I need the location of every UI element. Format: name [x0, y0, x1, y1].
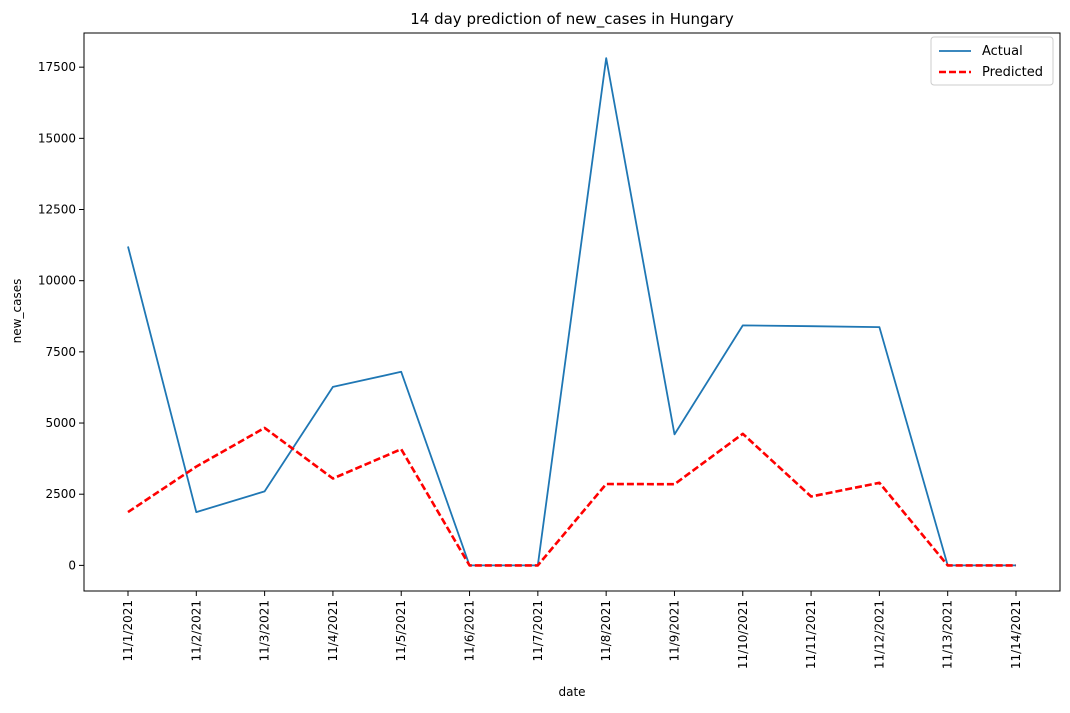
- x-tick-label: 11/14/2021: [1009, 600, 1023, 669]
- series-lines: [128, 58, 1016, 566]
- legend-label-predicted: Predicted: [982, 65, 1043, 80]
- y-tick-label: 2500: [45, 487, 76, 501]
- x-tick-label: 11/6/2021: [463, 600, 477, 662]
- x-tick-label: 11/11/2021: [804, 600, 818, 669]
- x-tick-label: 11/12/2021: [872, 600, 886, 669]
- x-tick-label: 11/5/2021: [394, 600, 408, 662]
- series-line-actual: [128, 58, 1016, 565]
- y-tick-label: 15000: [38, 131, 76, 145]
- y-tick-label: 17500: [38, 60, 76, 74]
- y-tick-label: 12500: [38, 203, 76, 217]
- y-tick-label: 5000: [45, 416, 76, 430]
- y-tick-label: 0: [68, 558, 76, 572]
- legend: Actual Predicted: [931, 37, 1053, 85]
- axis-ticks: 0 2500 5000 7500 10000 12500 15000 17500 11/1/20…: [38, 60, 1023, 669]
- x-tick-label: 11/4/2021: [326, 600, 340, 662]
- x-tick-label: 11/8/2021: [599, 600, 613, 662]
- y-axis-label: new_cases: [10, 279, 24, 344]
- y-tick-label: 7500: [45, 345, 76, 359]
- x-tick-label: 11/1/2021: [121, 600, 135, 662]
- x-tick-label: 11/10/2021: [736, 600, 750, 669]
- x-tick-label: 11/2/2021: [189, 600, 203, 662]
- x-tick-label: 11/7/2021: [531, 600, 545, 662]
- x-tick-label: 11/9/2021: [667, 600, 681, 662]
- x-tick-label: 11/3/2021: [258, 600, 272, 662]
- legend-label-actual: Actual: [982, 44, 1023, 59]
- x-tick-label: 11/13/2021: [941, 600, 955, 669]
- chart-title: 14 day prediction of new_cases in Hungar…: [410, 10, 734, 29]
- series-line-predicted: [128, 428, 1016, 566]
- y-tick-label: 10000: [38, 274, 76, 288]
- x-axis-label: date: [558, 685, 585, 699]
